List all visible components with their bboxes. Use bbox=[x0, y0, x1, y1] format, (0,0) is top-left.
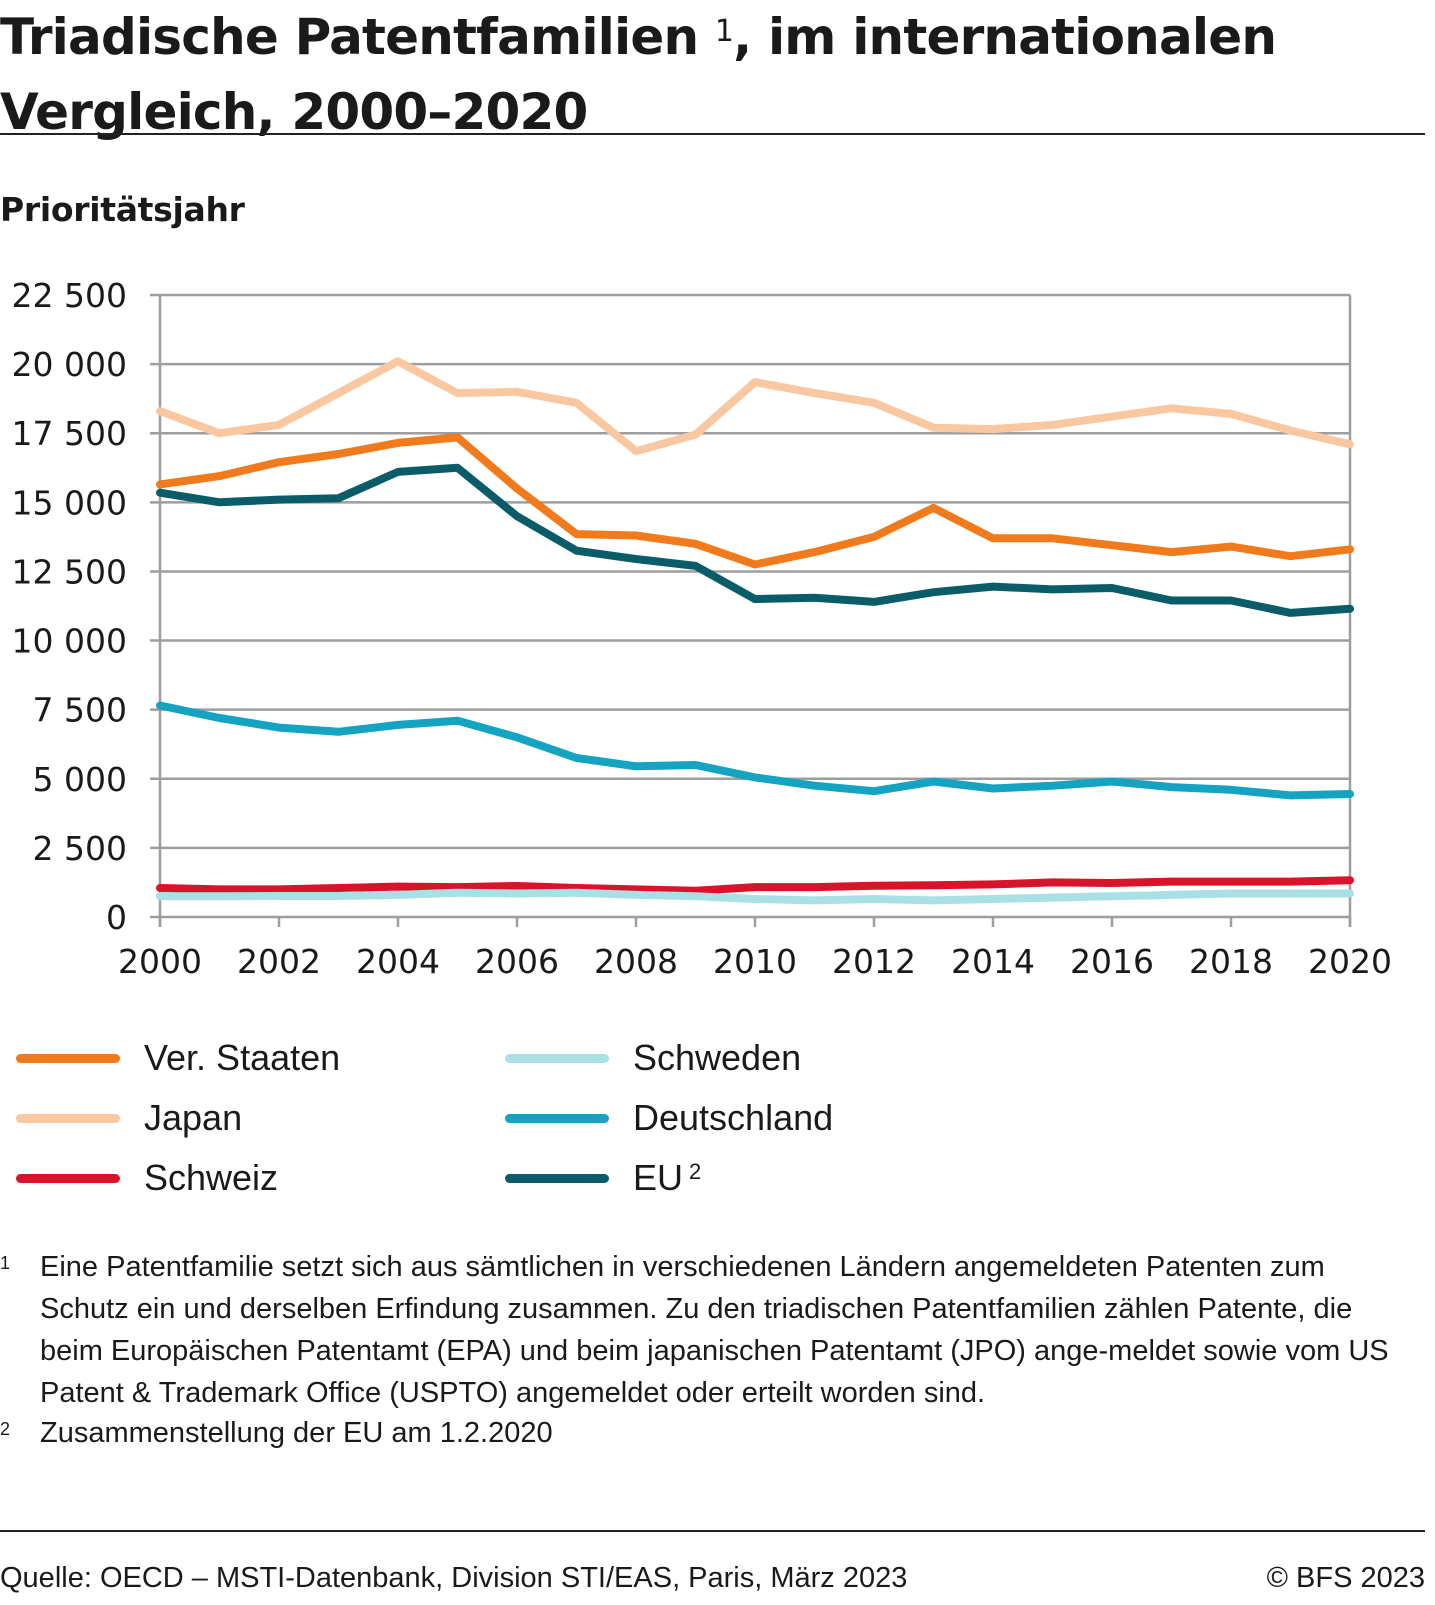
x-tick-label: 2014 bbox=[951, 942, 1035, 981]
y-tick-label: 7 500 bbox=[33, 691, 127, 730]
series-line-de bbox=[156, 701, 1354, 800]
legend-swatch-de bbox=[505, 1114, 609, 1123]
footnote-text: Zusammenstellung der EU am 1.2.2020 bbox=[40, 1417, 553, 1449]
copyright: © BFS 2023 bbox=[1266, 1562, 1425, 1594]
footnote-mark: 2 bbox=[0, 1419, 11, 1439]
y-tick-label: 5 000 bbox=[33, 760, 127, 799]
y-tick-label: 0 bbox=[106, 898, 127, 937]
legend-label-ch: Schweiz bbox=[144, 1157, 279, 1198]
series-line-eu bbox=[156, 463, 1354, 617]
series-line-jp bbox=[156, 357, 1354, 456]
footnote-mark: 1 bbox=[0, 1253, 11, 1273]
chart-subtitle: Prioritätsjahr bbox=[0, 190, 245, 229]
footnote-text: Eine Patentfamilie setzt sich aus sämtli… bbox=[40, 1251, 1389, 1409]
source-note: Quelle: OECD – MSTI-Datenbank, Division … bbox=[0, 1562, 908, 1594]
x-tick-label: 2008 bbox=[594, 942, 678, 981]
title-rule bbox=[0, 133, 1425, 135]
x-tick-label: 2000 bbox=[118, 942, 202, 981]
line-chart: 0 2 500 5 000 7 500 10 000 12 500 15 000 17 500… bbox=[12, 276, 1392, 981]
legend-swatch-eu bbox=[505, 1174, 609, 1183]
x-tick-label: 2020 bbox=[1308, 942, 1392, 981]
x-tick-label: 2002 bbox=[237, 942, 321, 981]
y-tick-label: 22 500 bbox=[12, 276, 127, 315]
legend-label-us: Ver. Staaten bbox=[144, 1037, 341, 1078]
x-tick-label: 2016 bbox=[1070, 942, 1154, 981]
chart-title-text: Triadische Patentfamilien bbox=[0, 8, 699, 66]
legend-label-se: Schweden bbox=[633, 1037, 802, 1078]
x-tick-label: 2004 bbox=[356, 942, 440, 981]
y-tick-label: 17 500 bbox=[12, 414, 127, 453]
y-tick-label: 15 000 bbox=[12, 483, 127, 522]
series-line-us bbox=[156, 433, 1354, 569]
title-footnote-mark: 1 bbox=[714, 14, 734, 49]
x-tick-label: 2010 bbox=[713, 942, 797, 981]
x-tick-label: 2006 bbox=[475, 942, 559, 981]
legend-label-jp: Japan bbox=[144, 1097, 243, 1138]
legend-label-eu-text: EU bbox=[633, 1157, 684, 1198]
footer-rule bbox=[0, 1530, 1425, 1532]
series-line-ch bbox=[156, 876, 1354, 895]
x-tick-label: 2012 bbox=[832, 942, 916, 981]
legend-swatch-se bbox=[505, 1054, 609, 1063]
chart-title-text-rest: , im internationalen Vergleich, 2000–202… bbox=[0, 8, 1277, 141]
series-line-se bbox=[156, 888, 1354, 905]
legend-footnote-mark: 2 bbox=[689, 1159, 702, 1184]
legend-label-eu: EU 2 bbox=[633, 1158, 701, 1198]
legend-label-de: Deutschland bbox=[633, 1097, 834, 1138]
legend-swatch-jp bbox=[16, 1114, 120, 1123]
legend-swatch-us bbox=[16, 1054, 120, 1063]
y-tick-label: 20 000 bbox=[12, 345, 127, 384]
y-tick-label: 2 500 bbox=[33, 829, 127, 868]
x-tick-label: 2018 bbox=[1189, 942, 1273, 981]
y-tick-label: 10 000 bbox=[12, 622, 127, 661]
chart-title: Triadische Patentfamilien 1, im internat… bbox=[0, 0, 1425, 150]
legend-swatch-ch bbox=[16, 1174, 120, 1183]
y-tick-label: 12 500 bbox=[12, 552, 127, 591]
